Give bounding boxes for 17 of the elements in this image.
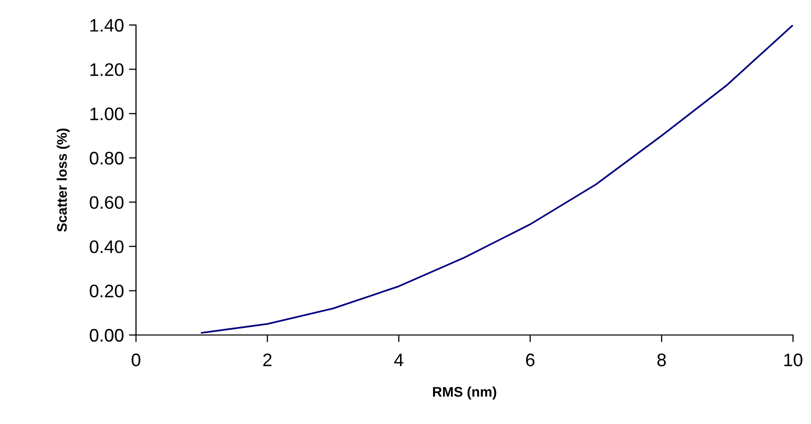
- x-axis-title: RMS (nm): [433, 386, 496, 400]
- y-tick-label: 1.20: [90, 63, 124, 76]
- x-tick-label: 8: [657, 354, 666, 366]
- x-tick-label: 0: [132, 354, 140, 366]
- y-tick-label: 1.40: [90, 18, 124, 32]
- y-tick-label: 0.20: [90, 284, 124, 298]
- x-tick-label: 2: [263, 354, 272, 366]
- y-tick-label: 0.40: [90, 240, 124, 254]
- y-axis-title: Scatter loss (%): [56, 128, 70, 232]
- y-tick-label: 0.80: [90, 152, 124, 165]
- line-series: [200, 25, 793, 334]
- y-tick-label: 0.60: [90, 196, 124, 209]
- x-tick-label: 4: [394, 354, 404, 366]
- y-tick-label: 1.00: [90, 108, 124, 120]
- y-tick-label: 0.00: [90, 328, 124, 342]
- x-tick-label: 10: [784, 354, 802, 366]
- x-tick-label: 6: [526, 354, 534, 366]
